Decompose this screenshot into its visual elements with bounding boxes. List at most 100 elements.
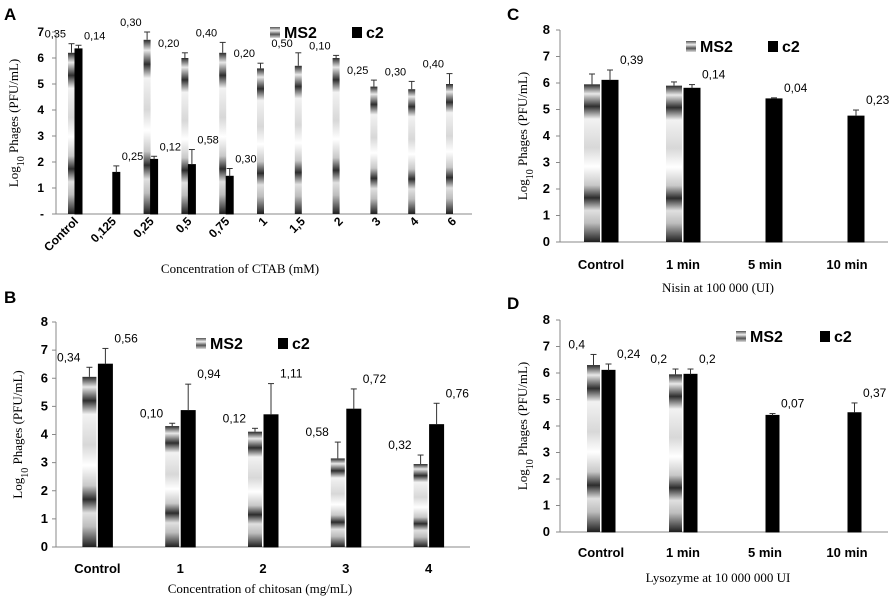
- legend-swatch-ms2: [736, 331, 746, 342]
- chart-panel-a: A - 1 2 3 4 5 6 7 Log10 Phages (PFU/mL) Concentrat…: [4, 5, 472, 276]
- bar-c2-4: [429, 424, 445, 548]
- x-tick-label: 4: [407, 214, 422, 229]
- chart-panel-d: D 0 1 2 3 4 5 6 7 8 Log10 Phages (PFU/mL) Lysozyme …: [507, 294, 888, 585]
- y-tick-label: 2: [37, 155, 44, 169]
- legend-label-ms2: MS2: [750, 329, 783, 346]
- x-axis-title: Nisin at 100 000 (UI): [662, 280, 774, 295]
- data-label: 0,34: [57, 350, 81, 364]
- data-label: 0,25: [122, 151, 143, 163]
- bar-c2-2: [150, 158, 159, 215]
- bar-c2-2: [765, 98, 783, 243]
- y-tick-label: 1: [543, 498, 550, 513]
- x-tick-label: 0,5: [173, 214, 195, 236]
- bar-ms2-4: [219, 52, 227, 214]
- data-label: 0,20: [234, 48, 255, 60]
- bar-c2-0: [97, 363, 113, 548]
- y-tick-label: 3: [543, 445, 550, 460]
- legend-swatch-ms2: [196, 338, 206, 349]
- y-tick-label: 2: [543, 471, 550, 486]
- bar-ms2-3: [181, 58, 189, 214]
- legend-label-c2: c2: [782, 39, 800, 56]
- data-label: 0,58: [305, 425, 329, 439]
- bar-c2-0: [601, 369, 616, 533]
- y-tick-label: 0: [543, 524, 550, 539]
- x-tick-label: Control: [74, 561, 120, 576]
- x-axis-title: Concentration of chitosan (mg/mL): [168, 581, 352, 596]
- y-tick-label: 3: [41, 455, 48, 470]
- data-label: 0,23: [866, 93, 890, 107]
- x-axis-title: Lysozyme at 10 000 000 UI: [646, 570, 791, 585]
- data-label: 0,30: [385, 66, 406, 78]
- bar-c2-3: [346, 408, 362, 548]
- legend-swatch-ms2: [686, 41, 696, 52]
- bar-c2-1: [683, 373, 698, 533]
- data-label: 0,30: [235, 154, 256, 166]
- data-label: 0,07: [781, 397, 805, 411]
- legend: MS2 c2: [686, 39, 800, 56]
- y-tick-label: 2: [543, 181, 550, 196]
- x-tick-label: 3: [342, 561, 349, 576]
- chart-panel-c: C 0 1 2 3 4 5 6 7 8 Log10 Phages (PFU/mL) Nisin at …: [507, 5, 890, 295]
- data-label: 0,2: [699, 352, 716, 366]
- y-tick-label: 2: [41, 483, 48, 498]
- y-tick-label: 4: [41, 427, 49, 442]
- y-tick-label: 6: [543, 75, 550, 90]
- x-tick-label: 4: [425, 561, 433, 576]
- y-tick-label: 1: [543, 208, 550, 223]
- y-tick-label: 6: [41, 370, 48, 385]
- bar-c2-1: [683, 87, 701, 243]
- y-axis-title: Log10 Phages (PFU/mL): [10, 370, 31, 498]
- data-label: 0,56: [114, 331, 138, 345]
- x-tick-label: 1,5: [286, 214, 308, 236]
- chart-panel-b: B 0 1 2 3 4 5 6 7 8 Log10 Phages (PFU/mL) Concentra…: [4, 288, 470, 596]
- data-label: 0,50: [271, 38, 292, 50]
- y-tick-label: 7: [543, 49, 550, 64]
- y-tick-label: 7: [543, 339, 550, 354]
- y-tick-label: 5: [543, 392, 550, 407]
- data-label: 0,37: [863, 386, 887, 400]
- bar-ms2-0: [584, 84, 600, 242]
- data-label: 0,20: [158, 38, 179, 50]
- legend-label-ms2: MS2: [210, 336, 243, 353]
- x-tick-label: 1 min: [666, 257, 700, 272]
- data-label: 0,12: [223, 411, 247, 425]
- x-tick-label: 10 min: [826, 257, 867, 272]
- bar-c2-0: [601, 79, 619, 243]
- y-tick-label: 6: [543, 365, 550, 380]
- bar-c2-2: [263, 414, 279, 548]
- legend-label-c2: c2: [366, 25, 384, 42]
- data-label: 0,24: [617, 347, 641, 361]
- legend: MS2 c2: [736, 329, 852, 346]
- data-label: 0,4: [568, 337, 585, 351]
- bar-ms2-9: [408, 89, 416, 214]
- legend-label-c2: c2: [292, 336, 310, 353]
- bar-c2-3: [187, 164, 196, 215]
- data-label: 0,76: [446, 386, 470, 400]
- x-tick-label: 0,25: [130, 214, 157, 241]
- data-label: 0,14: [702, 68, 726, 82]
- bar-c2-3: [847, 115, 865, 243]
- panel-letter: D: [507, 294, 519, 313]
- bar-ms2-6: [294, 65, 302, 214]
- x-tick-label: Control: [578, 257, 624, 272]
- y-tick-label: 5: [37, 77, 44, 91]
- data-label: 0,12: [160, 141, 181, 153]
- data-label: 0,04: [784, 81, 808, 95]
- legend: MS2 c2: [270, 25, 384, 42]
- x-tick-label: 3: [369, 214, 384, 229]
- bar-ms2-5: [257, 68, 264, 215]
- legend-label-c2: c2: [834, 329, 852, 346]
- data-label: 0,35: [45, 29, 66, 41]
- y-axis-title: Log10 Phages (PFU/mL): [515, 72, 536, 200]
- data-label: 0,14: [84, 30, 105, 42]
- panel-letter: B: [4, 288, 16, 307]
- bar-c2-2: [765, 414, 780, 533]
- x-tick-label: 0,125: [88, 214, 119, 245]
- y-tick-label: 8: [543, 22, 550, 37]
- y-tick-label: 5: [543, 102, 550, 117]
- bar-ms2-2: [143, 39, 151, 214]
- legend-swatch-c2: [820, 331, 830, 342]
- bar-ms2-3: [330, 458, 345, 547]
- data-label: 0,10: [309, 40, 330, 52]
